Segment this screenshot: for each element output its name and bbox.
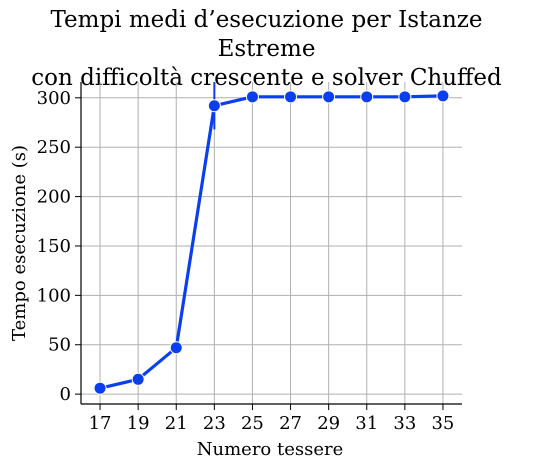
x-tick-label: 31	[355, 413, 378, 434]
axes	[80, 82, 462, 405]
x-axis-label: Numero tessere	[197, 439, 344, 460]
data-point	[360, 90, 374, 104]
data-point	[207, 99, 221, 113]
y-tick-label: 250	[37, 137, 71, 158]
x-tick-label: 33	[393, 413, 416, 434]
y-tick-label: 300	[37, 88, 71, 109]
data-point	[131, 372, 145, 386]
x-tick-label: 29	[317, 413, 340, 434]
data-point	[322, 90, 336, 104]
data-series	[93, 82, 450, 395]
y-axis-label: Tempo esecuzione (s)	[9, 145, 30, 341]
x-tick-label: 19	[127, 413, 150, 434]
x-tick-label: 23	[203, 413, 226, 434]
y-ticks: 0 50 100 150 200 250 300	[37, 88, 81, 405]
data-point	[169, 341, 183, 355]
data-point	[436, 89, 450, 103]
y-tick-label: 150	[37, 236, 71, 257]
y-tick-label: 200	[37, 187, 71, 208]
data-point	[398, 90, 412, 104]
x-tick-label: 21	[165, 413, 188, 434]
grid-lines	[81, 82, 462, 404]
chart-title-line-1: Tempi medi d’esecuzione per Istanze Estr…	[50, 7, 483, 62]
y-tick-label: 50	[48, 335, 71, 356]
x-tick-label: 17	[89, 413, 112, 434]
x-ticks: 17 19 21 23 25 27 29 31 33 35	[89, 404, 454, 434]
chart-title: Tempi medi d’esecuzione per Istanze Estr…	[0, 6, 533, 93]
data-point	[93, 381, 107, 395]
x-tick-label: 25	[241, 413, 264, 434]
data-point	[245, 90, 259, 104]
chart-title-line-2: con difficoltà crescente e solver Chuffe…	[31, 65, 502, 91]
y-tick-label: 0	[60, 384, 71, 405]
x-tick-label: 27	[279, 413, 302, 434]
x-tick-label: 35	[431, 413, 454, 434]
data-point	[284, 90, 298, 104]
y-tick-label: 100	[37, 285, 71, 306]
series-line	[99, 94, 443, 390]
